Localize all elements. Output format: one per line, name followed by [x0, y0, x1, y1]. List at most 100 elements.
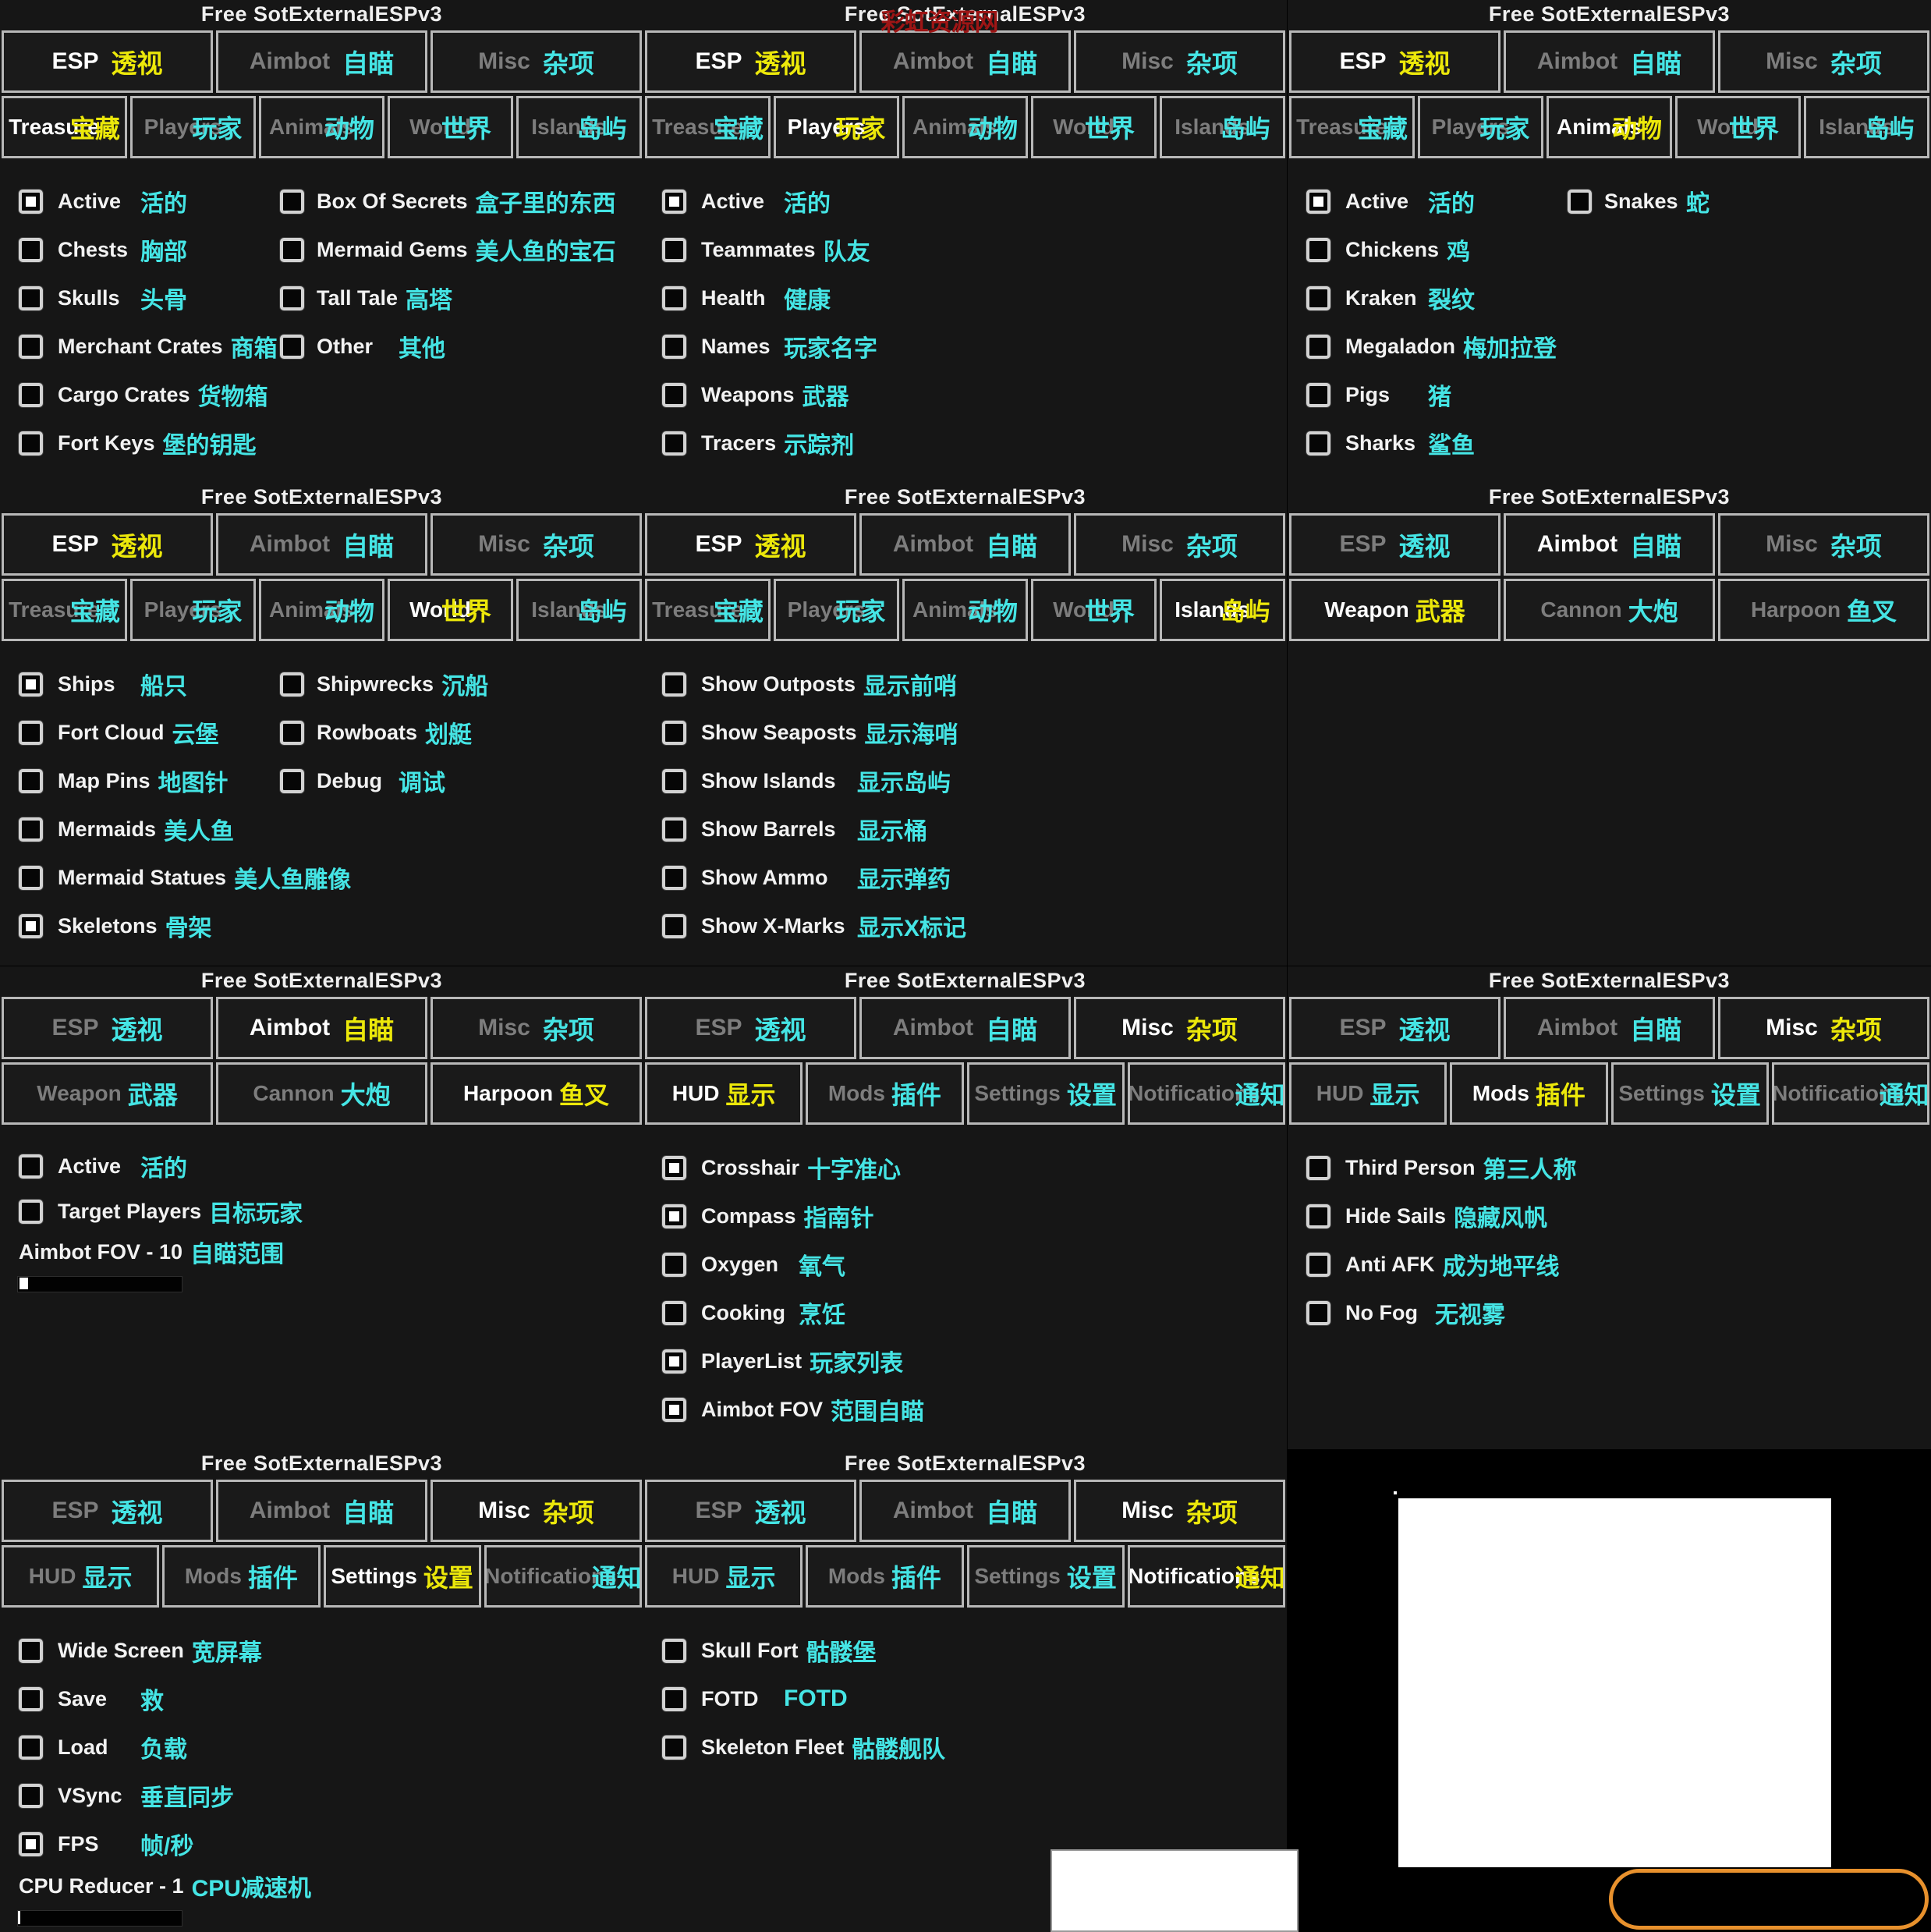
tab-misc[interactable]: Misc 杂项	[1074, 30, 1285, 93]
subtab-animals[interactable]: Animals 动物	[259, 96, 384, 158]
tab-misc[interactable]: Misc 杂项	[1074, 1480, 1285, 1542]
tab-esp[interactable]: ESP 透视	[1289, 30, 1501, 93]
checkbox-chests[interactable]	[19, 237, 43, 262]
checkbox-fps[interactable]	[19, 1831, 43, 1856]
subtab-settings[interactable]: Settings 设置	[1610, 1062, 1769, 1125]
subtab-treasure[interactable]: Treasure 宝藏	[2, 579, 127, 641]
tab-misc[interactable]: Misc 杂项	[430, 1480, 642, 1542]
tab-misc[interactable]: Misc 杂项	[1718, 997, 1929, 1059]
subtab-notifications[interactable]: Notifications 通知	[1127, 1545, 1285, 1608]
checkbox-megaladon[interactable]	[1306, 334, 1330, 359]
tab-aimbot[interactable]: Aimbot 自瞄	[216, 997, 427, 1059]
tab-misc[interactable]: Misc 杂项	[1718, 30, 1929, 93]
tab-aimbot[interactable]: Aimbot 自瞄	[859, 513, 1071, 576]
checkbox-aimbot-fov[interactable]	[662, 1397, 686, 1422]
subtab-world[interactable]: World 世界	[1031, 579, 1157, 641]
checkbox-active[interactable]	[662, 189, 686, 214]
tab-aimbot[interactable]: Aimbot 自瞄	[216, 513, 427, 576]
checkbox-skulls[interactable]	[19, 285, 43, 310]
aimbot-fov-slider-handle[interactable]	[19, 1277, 28, 1289]
tab-aimbot[interactable]: Aimbot 自瞄	[1504, 997, 1715, 1059]
checkbox-vsync[interactable]	[19, 1783, 43, 1808]
subtab-treasure[interactable]: Treasure 宝藏	[1289, 96, 1415, 158]
subtab-islands[interactable]: Islands 岛屿	[516, 579, 642, 641]
checkbox-merchant-crates[interactable]	[19, 334, 43, 359]
checkbox-teammates[interactable]	[662, 237, 686, 262]
subtab-islands[interactable]: Islands 岛屿	[1804, 96, 1929, 158]
tab-esp[interactable]: ESP 透视	[1289, 513, 1501, 576]
subtab-settings[interactable]: Settings 设置	[966, 1062, 1125, 1125]
subtab-animals[interactable]: Animals 动物	[259, 579, 384, 641]
checkbox-load[interactable]	[19, 1735, 43, 1760]
checkbox-mermaids[interactable]	[19, 817, 43, 842]
checkbox-fort-keys[interactable]	[19, 431, 43, 456]
subtab-notifications[interactable]: Notifications 通知	[484, 1545, 642, 1608]
checkbox-chickens[interactable]	[1306, 237, 1330, 262]
tab-esp[interactable]: ESP 透视	[645, 1480, 856, 1542]
tab-esp[interactable]: ESP 透视	[2, 997, 213, 1059]
cpu-reducer-slider-handle[interactable]	[18, 1910, 20, 1924]
checkbox-show-islands[interactable]	[662, 768, 686, 793]
checkbox-wide-screen[interactable]	[19, 1638, 43, 1663]
aimbot-fov-slider-track[interactable]	[17, 1275, 182, 1292]
tab-misc[interactable]: Misc 杂项	[1074, 513, 1285, 576]
checkbox-oxygen[interactable]	[662, 1252, 686, 1277]
checkbox-pigs[interactable]	[1306, 382, 1330, 407]
tab-esp[interactable]: ESP 透视	[645, 30, 856, 93]
tab-aimbot[interactable]: Aimbot 自瞄	[859, 997, 1071, 1059]
tab-misc[interactable]: Misc 杂项	[430, 997, 642, 1059]
tab-misc[interactable]: Misc 杂项	[1074, 997, 1285, 1059]
subtab-cannon[interactable]: Cannon 大炮	[216, 1062, 427, 1125]
checkbox-other[interactable]	[280, 334, 304, 359]
checkbox-ships[interactable]	[19, 672, 43, 697]
tab-esp[interactable]: ESP 透视	[645, 513, 856, 576]
subtab-islands[interactable]: Islands 岛屿	[1160, 96, 1285, 158]
subtab-harpoon[interactable]: Harpoon 鱼叉	[430, 1062, 642, 1125]
tab-esp[interactable]: ESP 透视	[2, 513, 213, 576]
subtab-islands[interactable]: Islands 岛屿	[516, 96, 642, 158]
tab-misc[interactable]: Misc 杂项	[430, 513, 642, 576]
checkbox-kraken[interactable]	[1306, 285, 1330, 310]
subtab-world[interactable]: World 世界	[1675, 96, 1801, 158]
checkbox-target-players[interactable]	[19, 1199, 43, 1224]
checkbox-tall-tale[interactable]	[280, 285, 304, 310]
checkbox-debug[interactable]	[280, 768, 304, 793]
checkbox-fotd[interactable]	[662, 1686, 686, 1711]
checkbox-box-of-secrets[interactable]	[280, 189, 304, 214]
checkbox-show-barrels[interactable]	[662, 817, 686, 842]
checkbox-active[interactable]	[1306, 189, 1330, 214]
subtab-hud[interactable]: HUD 显示	[2, 1545, 160, 1608]
checkbox-hide-sails[interactable]	[1306, 1204, 1330, 1228]
subtab-players[interactable]: Players 玩家	[774, 579, 899, 641]
tab-aimbot[interactable]: Aimbot 自瞄	[859, 1480, 1071, 1542]
checkbox-save[interactable]	[19, 1686, 43, 1711]
subtab-hud[interactable]: HUD 显示	[1289, 1062, 1447, 1125]
checkbox-cooking[interactable]	[662, 1300, 686, 1325]
checkbox-crosshair[interactable]	[662, 1155, 686, 1180]
checkbox-weapons[interactable]	[662, 382, 686, 407]
checkbox-skeletons[interactable]	[19, 913, 43, 938]
subtab-weapon[interactable]: Weapon 武器	[1289, 579, 1501, 641]
subtab-islands[interactable]: Islands 岛屿	[1160, 579, 1285, 641]
checkbox-skull-fort[interactable]	[662, 1638, 686, 1663]
tab-esp[interactable]: ESP 透视	[2, 30, 213, 93]
subtab-mods[interactable]: Mods 插件	[1450, 1062, 1608, 1125]
checkbox-active[interactable]	[19, 1154, 43, 1179]
subtab-hud[interactable]: HUD 显示	[645, 1062, 803, 1125]
subtab-treasure[interactable]: Treasure 宝藏	[645, 96, 771, 158]
subtab-world[interactable]: World 世界	[388, 96, 513, 158]
checkbox-mermaid-gems[interactable]	[280, 237, 304, 262]
tab-aimbot[interactable]: Aimbot 自瞄	[1504, 513, 1715, 576]
subtab-notifications[interactable]: Notifications 通知	[1127, 1062, 1285, 1125]
checkbox-third-person[interactable]	[1306, 1155, 1330, 1180]
checkbox-health[interactable]	[662, 285, 686, 310]
subtab-world[interactable]: World 世界	[1031, 96, 1157, 158]
checkbox-compass[interactable]	[662, 1204, 686, 1228]
checkbox-active[interactable]	[19, 189, 43, 214]
subtab-players[interactable]: Players 玩家	[1418, 96, 1543, 158]
checkbox-mermaid-statues[interactable]	[19, 865, 43, 890]
checkbox-show-outposts[interactable]	[662, 672, 686, 697]
subtab-hud[interactable]: HUD 显示	[645, 1545, 803, 1608]
checkbox-show-ammo[interactable]	[662, 865, 686, 890]
subtab-mods[interactable]: Mods 插件	[806, 1545, 964, 1608]
